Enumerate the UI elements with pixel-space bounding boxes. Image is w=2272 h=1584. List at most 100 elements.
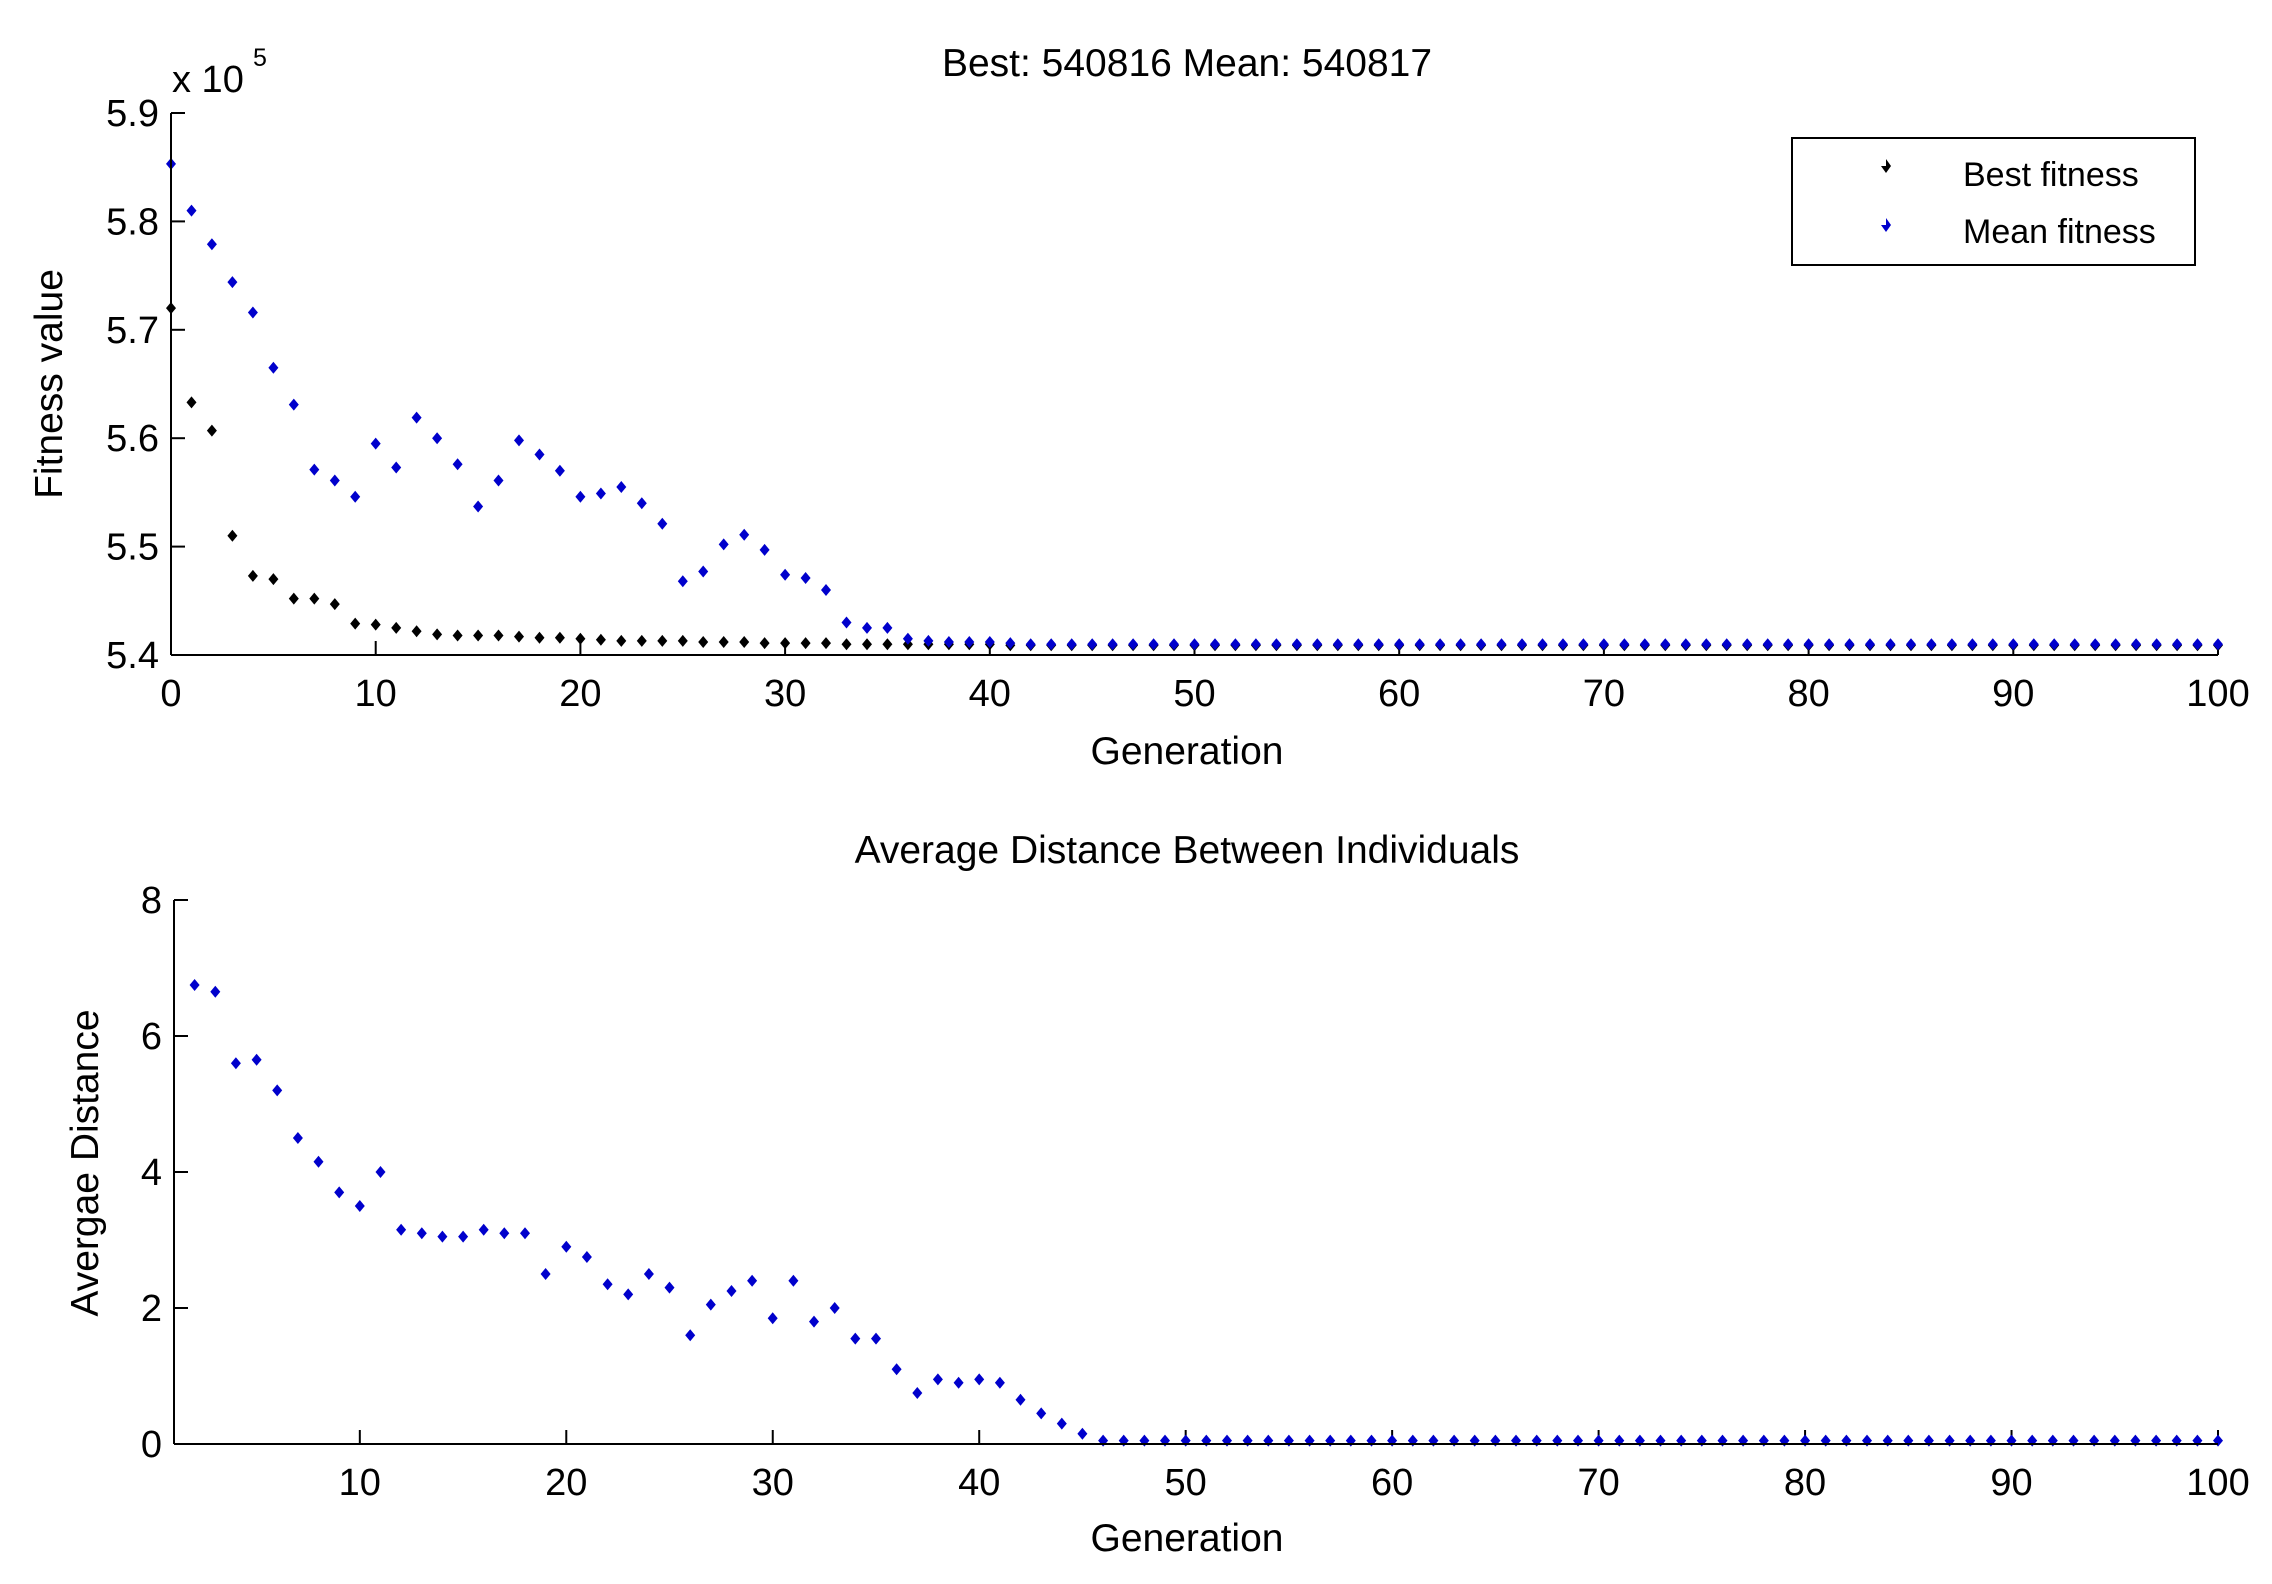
mean-fitness-point bbox=[841, 616, 852, 629]
fitness-y-axis-title: Fitness value bbox=[28, 269, 71, 499]
mean-fitness-point bbox=[780, 568, 791, 581]
legend: Best fitness Mean fitness bbox=[1791, 137, 2196, 266]
average-distance-point bbox=[953, 1376, 964, 1389]
fitness-x-tick-label: 60 bbox=[1378, 673, 1420, 715]
distance-plot: Average Distance Between Individuals 10 2… bbox=[64, 829, 2250, 1560]
fitness-x-tick-label: 40 bbox=[969, 673, 1011, 715]
average-distance-point bbox=[520, 1227, 530, 1240]
best-fitness-point bbox=[554, 631, 565, 644]
average-distance-point bbox=[540, 1268, 551, 1280]
best-fitness-point bbox=[432, 628, 443, 641]
mean-fitness-point bbox=[186, 204, 197, 217]
best-fitness-point bbox=[616, 634, 627, 647]
average-distance-point bbox=[623, 1288, 634, 1301]
mean-fitness-point bbox=[862, 621, 872, 634]
fitness-x-tick-label: 30 bbox=[764, 673, 806, 715]
average-distance-point bbox=[685, 1329, 696, 1342]
fitness-y-tick-label: 5.7 bbox=[106, 310, 159, 352]
average-distance-point bbox=[458, 1230, 469, 1243]
distance-y-axis-title: Avergae Distance bbox=[64, 1009, 107, 1316]
fitness-ticks: 0 10 20 30 40 50 60 70 80 90 100 5.4 5.5 5.6 5.7 5.8 5.9 bbox=[106, 93, 2250, 715]
fitness-plot-title: Best: 540816 Mean: 540817 bbox=[942, 42, 1432, 85]
mean-fitness-point bbox=[718, 538, 729, 551]
mean-fitness-point bbox=[2110, 638, 2121, 651]
best-fitness-point bbox=[636, 634, 647, 647]
mean-fitness-point bbox=[514, 434, 524, 447]
mean-fitness-point bbox=[800, 572, 811, 584]
mean-fitness-point bbox=[984, 636, 995, 648]
mean-fitness-point bbox=[575, 490, 586, 503]
mean-fitness-point bbox=[902, 632, 913, 645]
mean-fitness-point bbox=[1005, 637, 1016, 650]
fitness-plot: Best: 540816 Mean: 540817 x 10 5 0 10 20 30… bbox=[28, 42, 2250, 773]
mean-fitness-point bbox=[1291, 638, 1302, 651]
mean-fitness-point bbox=[288, 398, 299, 411]
distance-y-tick-label: 2 bbox=[141, 1288, 162, 1330]
mean-fitness-point bbox=[1271, 638, 1282, 651]
fitness-x-tick-label: 70 bbox=[1583, 673, 1625, 715]
average-distance-point bbox=[354, 1200, 365, 1212]
mean-fitness-point bbox=[1639, 638, 1650, 651]
best-fitness-point bbox=[227, 529, 238, 542]
average-distance-point bbox=[726, 1285, 737, 1297]
fitness-y-tick-label: 5.9 bbox=[106, 93, 159, 135]
fitness-x-tick-label: 10 bbox=[355, 673, 397, 715]
mean-fitness-point bbox=[1312, 638, 1323, 651]
best-fitness-point bbox=[862, 638, 872, 651]
distance-x-tick-label: 50 bbox=[1165, 1462, 1207, 1504]
average-distance-point bbox=[230, 1057, 241, 1070]
best-fitness-point bbox=[821, 637, 831, 650]
best-fitness-point bbox=[882, 638, 893, 651]
distance-y-tick-label: 4 bbox=[141, 1152, 162, 1194]
average-distance-point bbox=[313, 1155, 324, 1168]
mean-fitness-point bbox=[1066, 638, 1077, 651]
mean-fitness-point bbox=[1455, 638, 1466, 651]
mean-fitness-point bbox=[247, 306, 258, 319]
mean-fitness-point bbox=[391, 461, 402, 474]
average-distance-point bbox=[1015, 1393, 1026, 1406]
mean-fitness-point bbox=[350, 490, 361, 503]
distance-x-tick-label: 70 bbox=[1577, 1462, 1619, 1504]
average-distance-point bbox=[994, 1376, 1005, 1389]
mean-fitness-point bbox=[595, 487, 606, 500]
mean-fitness-point bbox=[1373, 638, 1384, 651]
mean-fitness-point bbox=[370, 437, 381, 450]
mean-fitness-point bbox=[964, 636, 975, 648]
average-distance-point bbox=[375, 1166, 386, 1178]
average-distance-point bbox=[891, 1363, 902, 1376]
mean-fitness-point bbox=[2172, 638, 2183, 651]
mean-fitness-point bbox=[1598, 638, 1609, 651]
fitness-x-tick-label: 80 bbox=[1787, 673, 1829, 715]
fitness-y-tick-label: 5.6 bbox=[106, 418, 159, 460]
mean-fitness-point bbox=[2090, 638, 2101, 651]
mean-fitness-point bbox=[1844, 638, 1855, 651]
fitness-x-tick-label: 0 bbox=[160, 673, 181, 715]
average-distance-point bbox=[272, 1084, 283, 1097]
mean-fitness-point bbox=[1680, 638, 1691, 651]
y-multiplier-label: x 10 bbox=[172, 59, 244, 101]
mean-fitness-point bbox=[1783, 638, 1794, 651]
best-fitness-point bbox=[247, 569, 258, 582]
mean-fitness-point bbox=[1230, 638, 1241, 651]
mean-fitness-point bbox=[698, 565, 709, 578]
fitness-y-tick-label: 5.8 bbox=[106, 201, 159, 243]
legend-best-label: Best fitness bbox=[1963, 156, 2139, 194]
mean-fitness-point bbox=[1906, 638, 1916, 651]
fitness-x-tick-label: 20 bbox=[559, 673, 601, 715]
distance-plot-title: Average Distance Between Individuals bbox=[855, 829, 1520, 872]
mean-fitness-point bbox=[1169, 638, 1179, 651]
mean-fitness-point bbox=[1394, 638, 1405, 651]
mean-fitness-point bbox=[2131, 638, 2142, 651]
best-fitness-point bbox=[370, 618, 381, 631]
mean-fitness-point bbox=[943, 636, 954, 648]
mean-fitness-point bbox=[473, 500, 484, 513]
average-distance-point bbox=[809, 1315, 819, 1328]
mean-fitness-point bbox=[2213, 638, 2223, 651]
mean-fitness-point bbox=[677, 575, 688, 588]
mean-fitness-point bbox=[2049, 638, 2060, 651]
mean-fitness-point bbox=[1721, 638, 1732, 651]
best-fitness-point bbox=[759, 637, 770, 650]
best-fitness-point bbox=[718, 636, 729, 648]
mean-fitness-point bbox=[2028, 638, 2039, 651]
average-distance-point bbox=[643, 1268, 654, 1280]
